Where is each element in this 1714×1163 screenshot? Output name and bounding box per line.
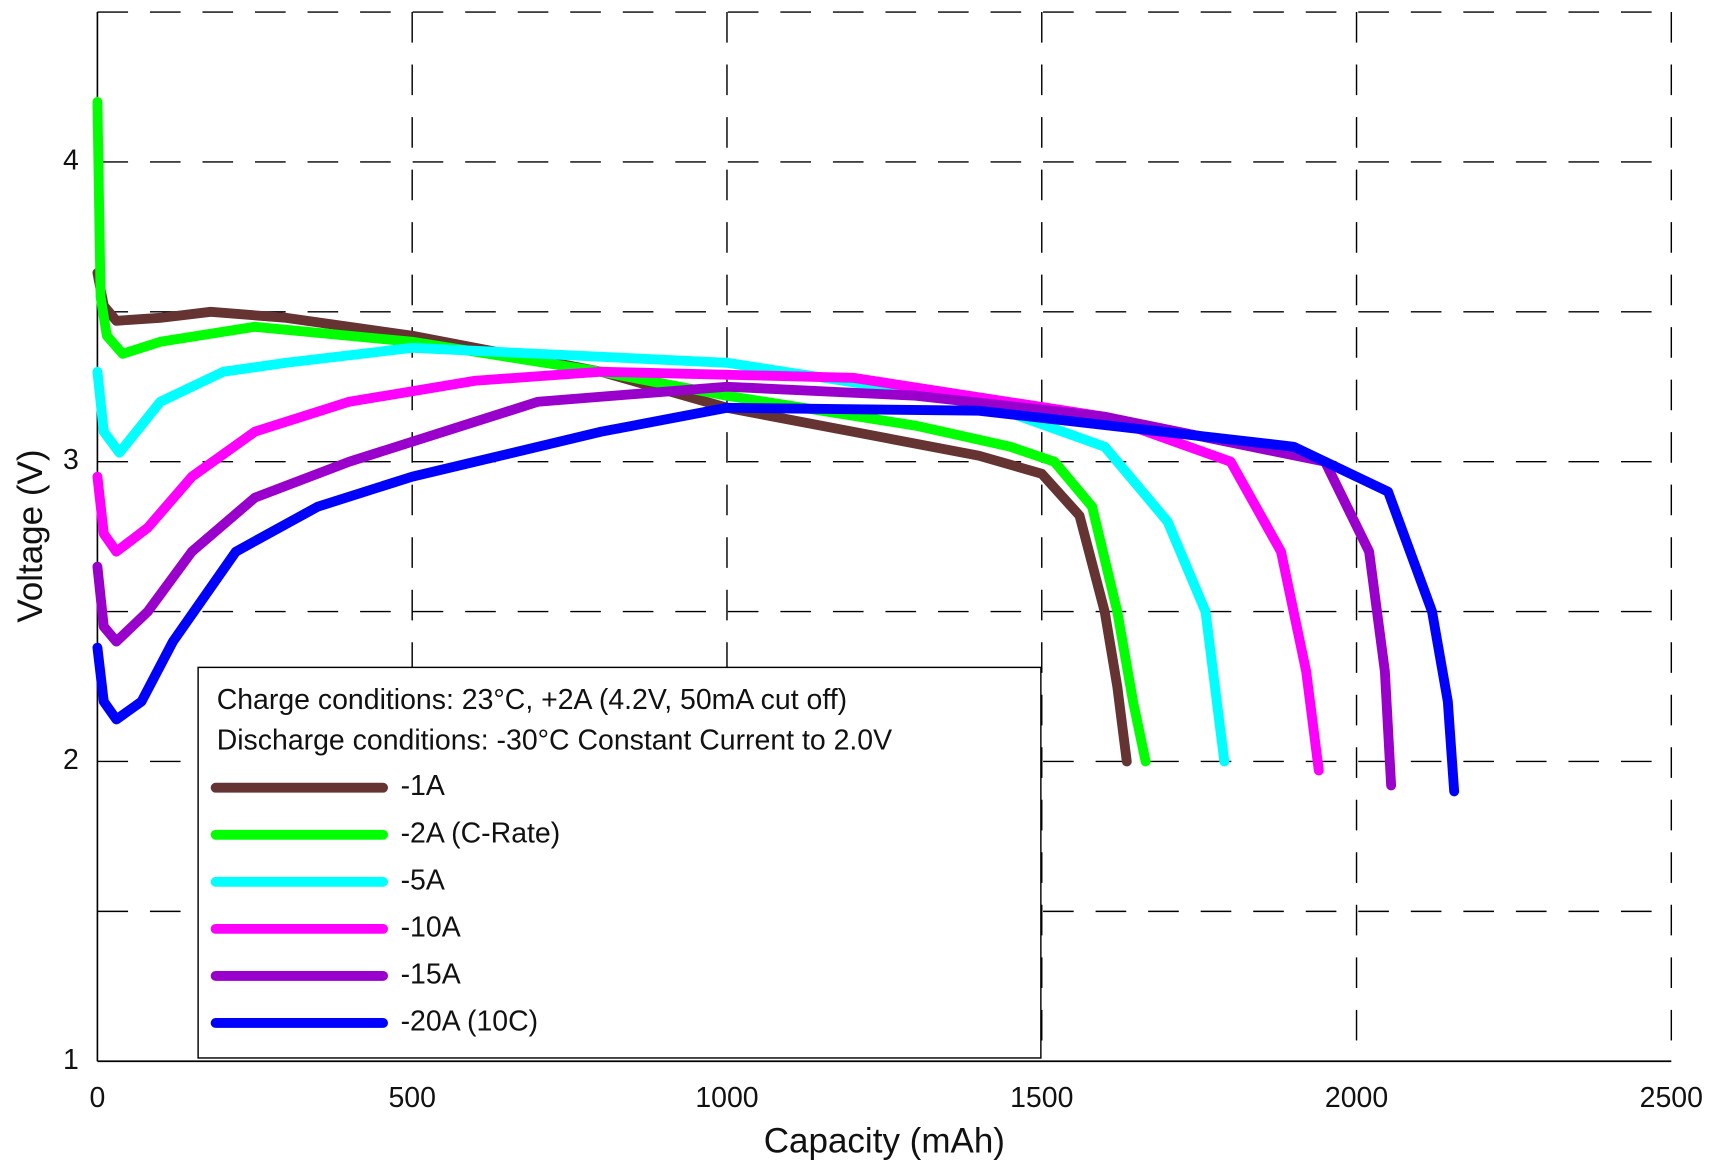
series-line	[92, 342, 1230, 767]
series-line	[92, 381, 1397, 791]
legend-label: -5A	[401, 864, 445, 896]
x-tick-label: 2000	[1325, 1082, 1388, 1114]
x-tick-label: 500	[388, 1082, 435, 1114]
x-axis-label: Capacity (mAh)	[764, 1122, 1005, 1161]
legend-label: -20A (10C)	[401, 1005, 539, 1037]
legend-label: -10A	[401, 911, 461, 943]
x-tick-label: 1500	[1010, 1082, 1073, 1114]
annotation: Discharge conditions: -30°C Constant Cur…	[217, 724, 892, 756]
series-line	[92, 402, 1460, 797]
annotation: Charge conditions: 23°C, +2A (4.2V, 50mA…	[217, 684, 847, 716]
x-tick-label: 2500	[1640, 1082, 1703, 1114]
legend-label: -2A (C-Rate)	[401, 817, 561, 849]
legend-label: -15A	[401, 958, 461, 990]
legend: Charge conditions: 23°C, +2A (4.2V, 50mA…	[197, 666, 1042, 1059]
x-tick-label: 1000	[695, 1082, 758, 1114]
y-tick-label: 2	[63, 744, 79, 776]
legend-box	[197, 666, 1042, 1059]
y-tick-label: 1	[63, 1044, 79, 1076]
x-tick-label: 0	[89, 1082, 105, 1114]
y-axis-label: Voltage (V)	[11, 450, 50, 623]
series-line	[92, 366, 1324, 776]
y-tick-label: 4	[63, 144, 79, 176]
y-tick-label: 3	[63, 444, 79, 476]
legend-label: -1A	[401, 770, 445, 802]
series-line	[92, 97, 1151, 767]
